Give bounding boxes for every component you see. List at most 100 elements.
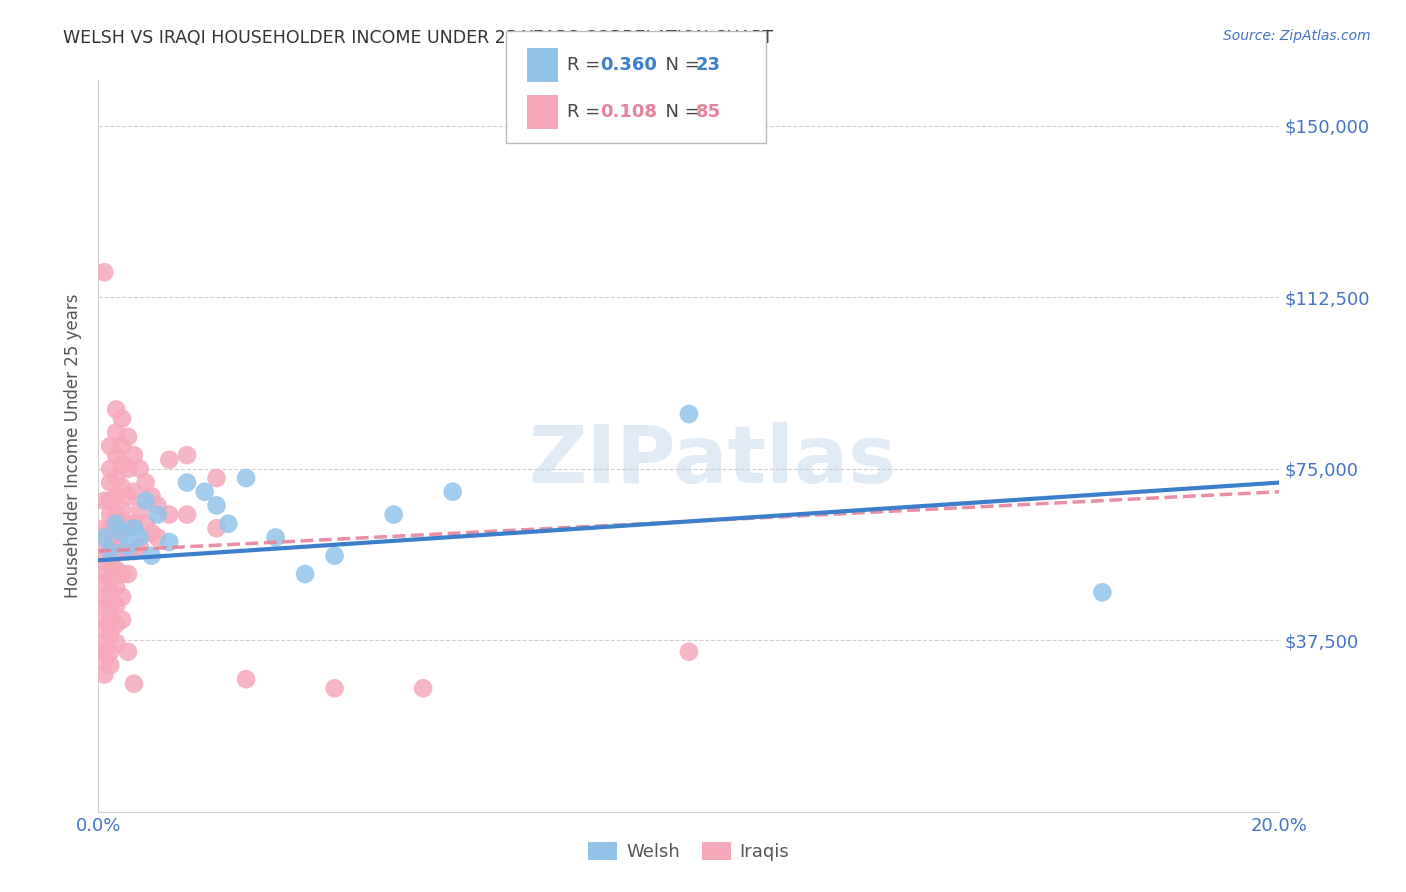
Point bbox=[678, 407, 700, 421]
Point bbox=[122, 676, 145, 690]
Point bbox=[111, 590, 134, 604]
Text: 0.108: 0.108 bbox=[600, 103, 658, 121]
Point bbox=[412, 681, 434, 696]
Point bbox=[98, 558, 121, 572]
Text: 23: 23 bbox=[696, 56, 721, 74]
Point bbox=[176, 448, 198, 462]
Text: Source: ZipAtlas.com: Source: ZipAtlas.com bbox=[1223, 29, 1371, 43]
Point bbox=[141, 489, 163, 503]
Point bbox=[93, 521, 115, 535]
Point bbox=[105, 448, 128, 462]
Point bbox=[135, 475, 157, 490]
Point bbox=[105, 425, 128, 440]
Point bbox=[141, 549, 163, 563]
Point bbox=[678, 645, 700, 659]
Point bbox=[264, 530, 287, 544]
Point bbox=[98, 645, 121, 659]
Point bbox=[135, 516, 157, 531]
Point bbox=[441, 484, 464, 499]
Point bbox=[111, 457, 134, 471]
Point bbox=[146, 508, 169, 522]
Point bbox=[105, 525, 128, 540]
Point bbox=[157, 535, 180, 549]
Point bbox=[128, 540, 150, 554]
Point bbox=[105, 471, 128, 485]
Point bbox=[146, 499, 169, 513]
Point bbox=[98, 493, 121, 508]
Text: R =: R = bbox=[567, 103, 606, 121]
Point bbox=[93, 645, 115, 659]
Point bbox=[93, 553, 115, 567]
Point bbox=[122, 448, 145, 462]
Point bbox=[93, 265, 115, 279]
Point bbox=[135, 493, 157, 508]
Point bbox=[105, 599, 128, 613]
Point bbox=[105, 617, 128, 632]
Point bbox=[93, 654, 115, 668]
Text: N =: N = bbox=[654, 103, 706, 121]
Point bbox=[117, 489, 139, 503]
Point bbox=[105, 562, 128, 576]
Point bbox=[194, 484, 217, 499]
Point bbox=[105, 508, 128, 522]
Point bbox=[105, 489, 128, 503]
Point bbox=[93, 667, 115, 681]
Point bbox=[117, 567, 139, 582]
Point bbox=[323, 549, 346, 563]
Text: 85: 85 bbox=[696, 103, 721, 121]
Point bbox=[235, 471, 257, 485]
Point bbox=[105, 544, 128, 558]
Point bbox=[117, 516, 139, 531]
Point bbox=[111, 439, 134, 453]
Point bbox=[93, 540, 115, 554]
Point bbox=[111, 567, 134, 582]
Point bbox=[205, 471, 228, 485]
Point bbox=[93, 576, 115, 591]
Point bbox=[111, 411, 134, 425]
Text: 0.360: 0.360 bbox=[600, 56, 657, 74]
Point bbox=[98, 658, 121, 673]
Point bbox=[382, 508, 405, 522]
Point bbox=[111, 480, 134, 494]
Point bbox=[93, 635, 115, 649]
Point bbox=[98, 508, 121, 522]
Point bbox=[122, 484, 145, 499]
Point bbox=[128, 462, 150, 476]
Point bbox=[93, 613, 115, 627]
Text: WELSH VS IRAQI HOUSEHOLDER INCOME UNDER 25 YEARS CORRELATION CHART: WELSH VS IRAQI HOUSEHOLDER INCOME UNDER … bbox=[63, 29, 773, 46]
Legend: Welsh, Iraqis: Welsh, Iraqis bbox=[581, 835, 797, 869]
Text: ZIPatlas: ZIPatlas bbox=[529, 422, 897, 500]
Point bbox=[105, 581, 128, 595]
Point bbox=[217, 516, 239, 531]
Point bbox=[122, 544, 145, 558]
Point bbox=[117, 430, 139, 444]
Point bbox=[93, 530, 115, 544]
Point bbox=[111, 503, 134, 517]
Point bbox=[98, 626, 121, 640]
Point bbox=[117, 544, 139, 558]
Point bbox=[93, 590, 115, 604]
Point bbox=[98, 613, 121, 627]
Point bbox=[93, 493, 115, 508]
Point bbox=[146, 530, 169, 544]
Point bbox=[157, 508, 180, 522]
Point bbox=[98, 572, 121, 586]
Point bbox=[98, 599, 121, 613]
Point bbox=[98, 585, 121, 599]
Point bbox=[105, 635, 128, 649]
Point bbox=[117, 462, 139, 476]
Point bbox=[1091, 585, 1114, 599]
Point bbox=[111, 544, 134, 558]
Point bbox=[122, 516, 145, 531]
Point bbox=[105, 402, 128, 417]
Point bbox=[122, 521, 145, 535]
Point bbox=[176, 475, 198, 490]
Point bbox=[128, 530, 150, 544]
Point bbox=[128, 503, 150, 517]
Text: N =: N = bbox=[654, 56, 706, 74]
Point bbox=[98, 544, 121, 558]
Text: R =: R = bbox=[567, 56, 606, 74]
Point bbox=[98, 462, 121, 476]
Point bbox=[98, 475, 121, 490]
Point bbox=[205, 521, 228, 535]
